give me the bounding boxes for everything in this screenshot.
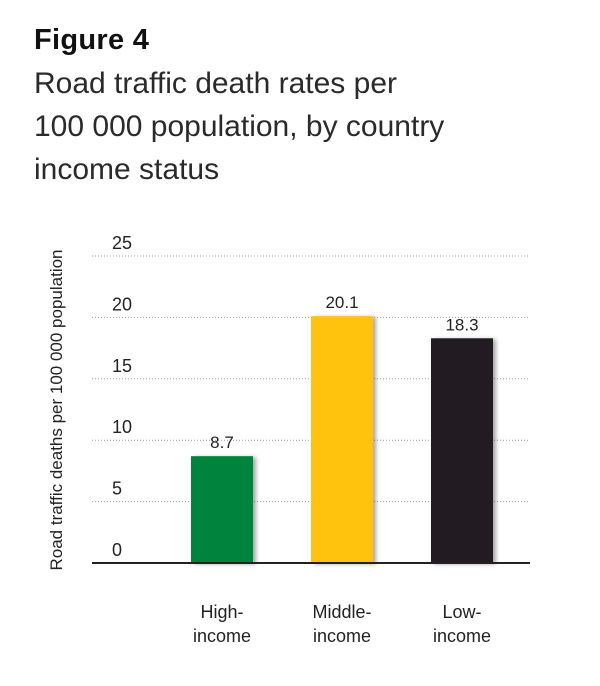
data-label: 8.7 [210,433,234,452]
figure-label: Figure 4 [34,24,150,56]
category-label: income [313,626,371,646]
chart-title-line-3: income status [34,153,220,186]
data-label: 18.3 [445,315,478,334]
chart-title-line-1: Road traffic death rates per [34,67,397,100]
y-tick-label: 0 [112,540,122,560]
y-tick-label: 10 [112,417,132,437]
bar [191,456,253,563]
chart-title-line-2: 100 000 population, by country [34,110,445,143]
y-tick-label: 15 [112,356,132,376]
category-label: income [433,626,491,646]
bar [311,316,373,563]
y-ticks: 0 5 10 15 20 25 [112,233,132,560]
data-label: 20.1 [325,293,358,312]
bars: 8.7 20.1 18.3 [191,293,493,563]
category-label: income [193,626,251,646]
y-axis-label: Road traffic deaths per 100 000 populati… [47,249,66,570]
y-tick-label: 5 [112,479,122,499]
category-labels: High-income Middle-income Low-income [193,602,491,646]
category-label: Middle- [312,602,371,622]
y-tick-label: 25 [112,233,132,253]
category-label: High- [200,602,243,622]
category-label: Low- [442,602,481,622]
chart-title: Road traffic death rates per 100 000 pop… [34,62,504,191]
y-tick-label: 20 [112,294,132,314]
bar [431,338,493,563]
